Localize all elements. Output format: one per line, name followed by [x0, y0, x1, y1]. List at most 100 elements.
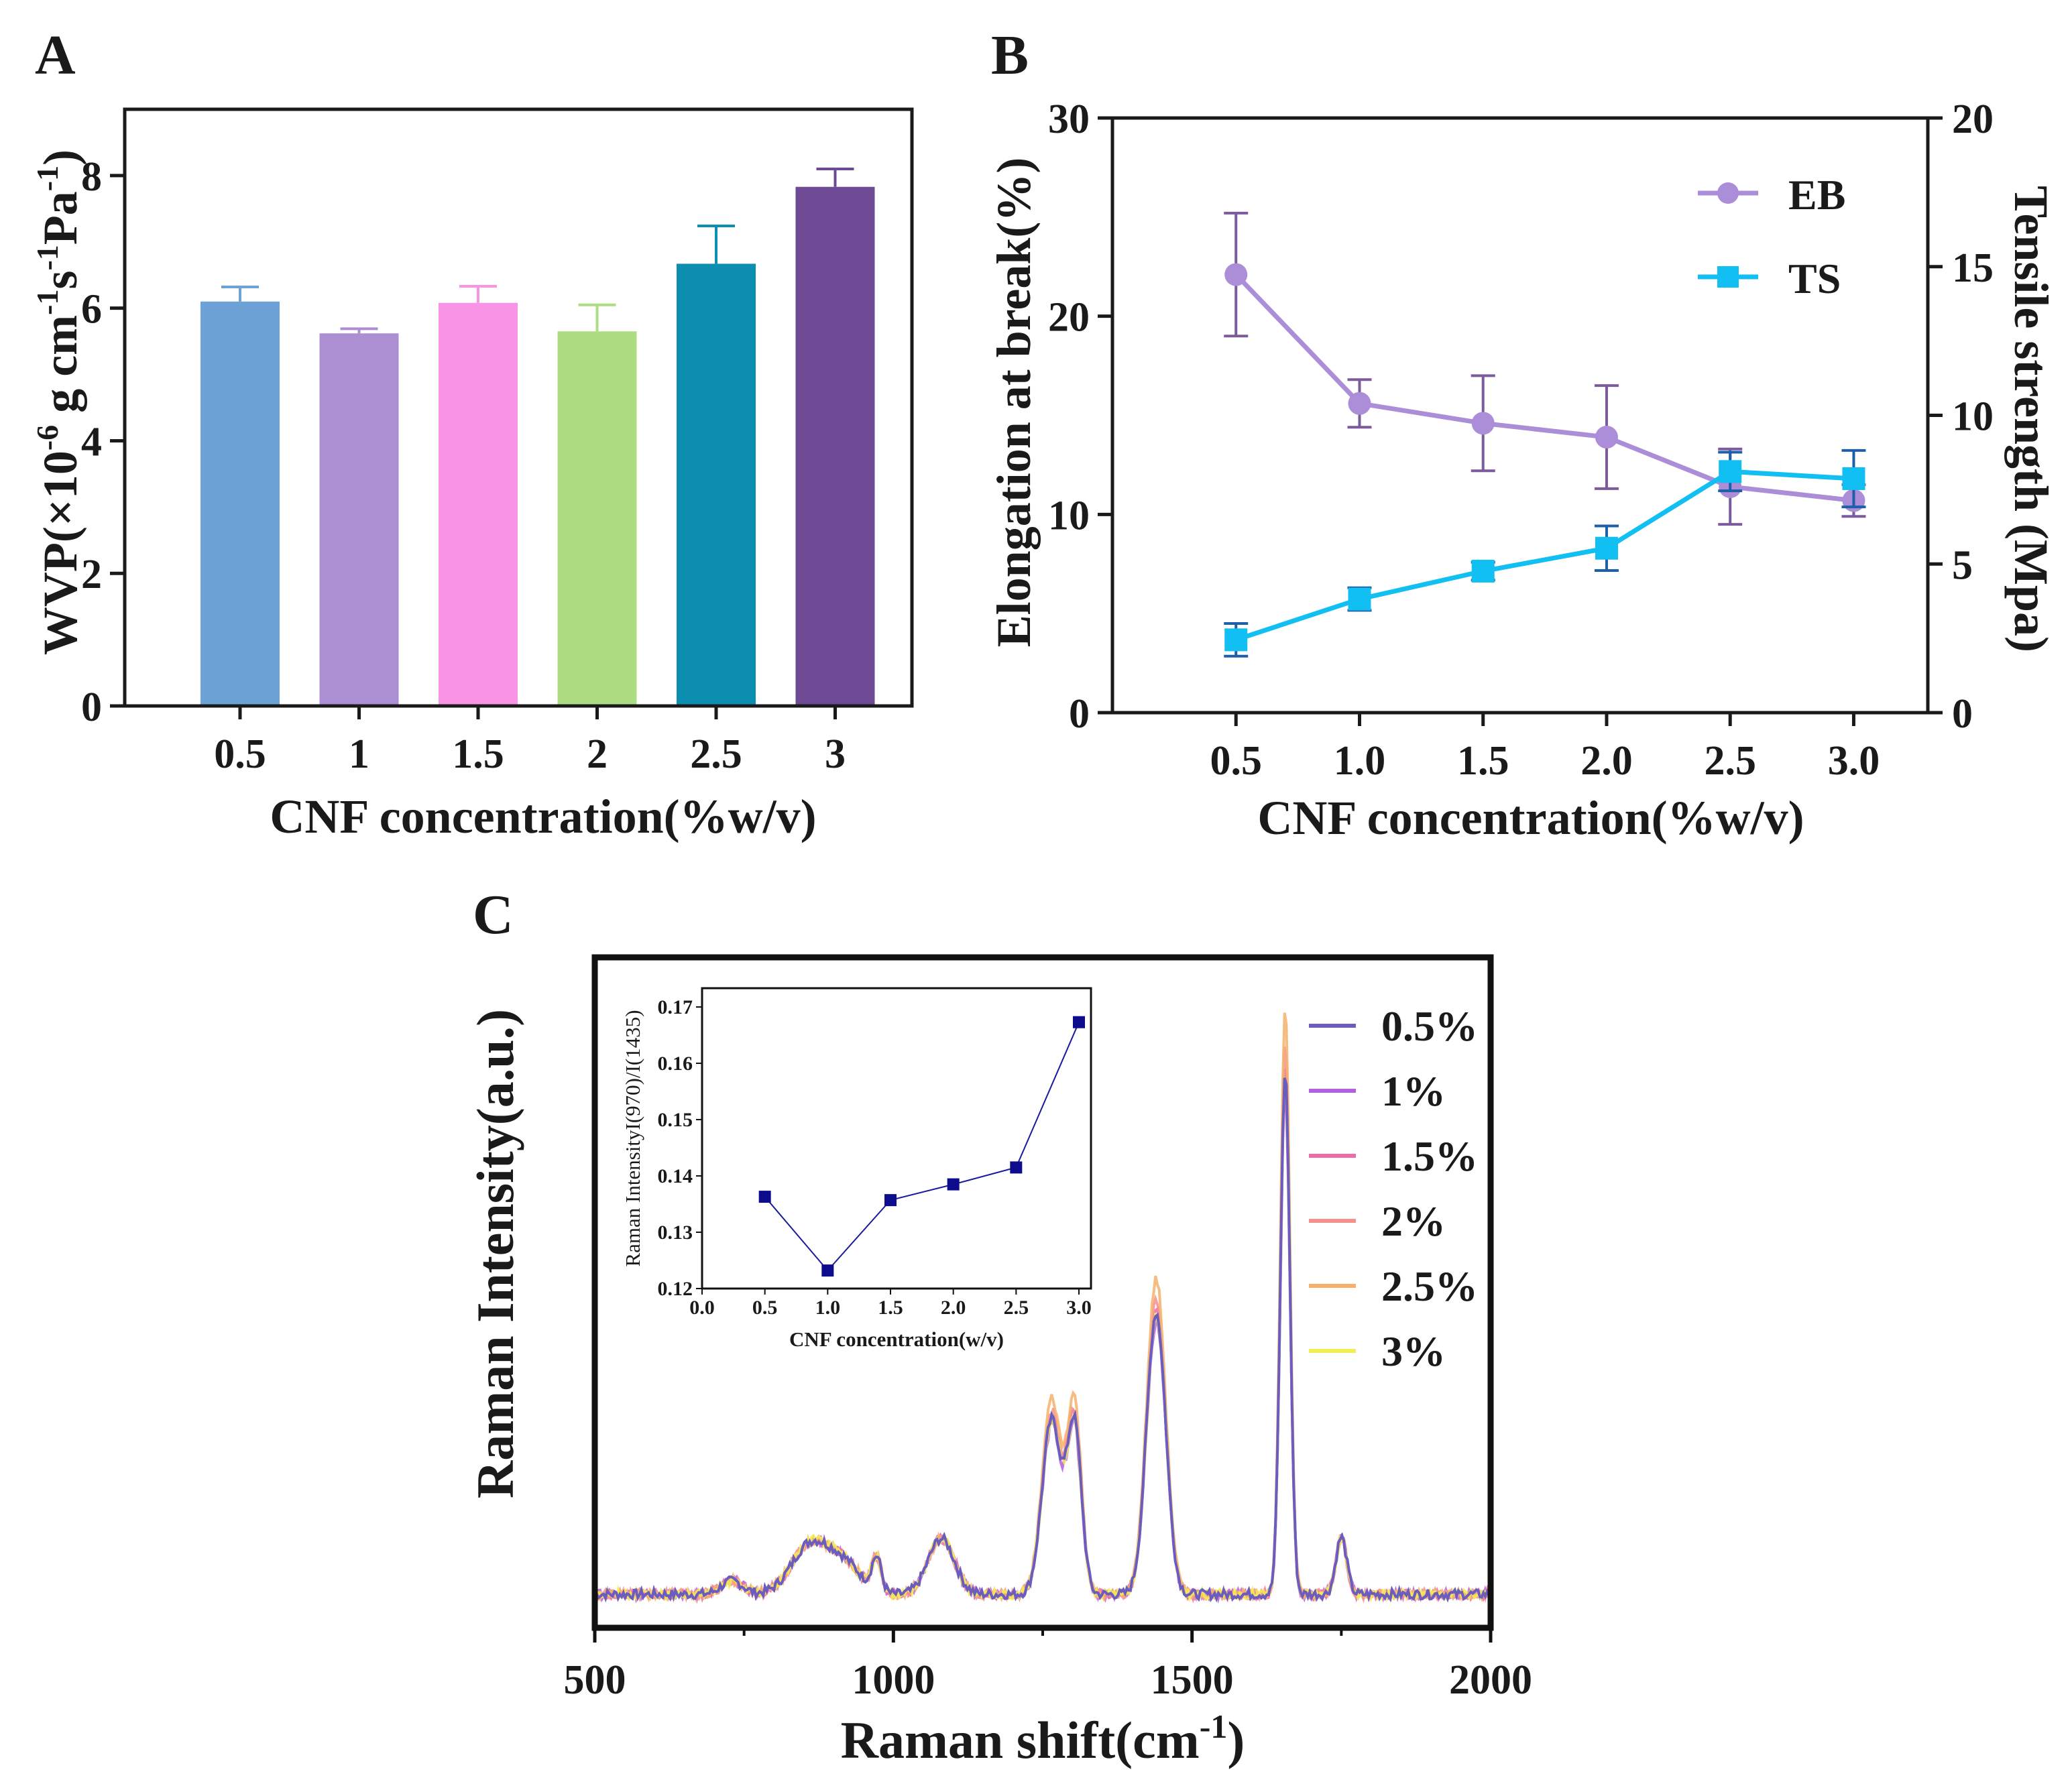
- inset-point: [884, 1194, 897, 1207]
- ts-point: [1224, 628, 1248, 652]
- x-tick-label: 2: [587, 731, 608, 777]
- legend-eb-label: EB: [1788, 171, 1845, 219]
- y-tick-label: 4: [81, 419, 102, 465]
- panel-c-spectra: [593, 1012, 1492, 1604]
- panel-a-x-ticks: 0.5 1 1.5 2 2.5 3: [214, 706, 846, 777]
- legend-label-3: 2%: [1381, 1197, 1446, 1245]
- left-y-tick-label: 10: [1048, 493, 1090, 538]
- x-tick-label: 1: [349, 731, 369, 777]
- x-tick-label: 3.0: [1828, 738, 1880, 784]
- panel-c-label: C: [473, 884, 514, 946]
- inset-y-tick-label: 0.17: [658, 996, 693, 1018]
- series-eb: [1224, 211, 1866, 526]
- inset-x-tick-label: 1.0: [815, 1297, 841, 1319]
- panel-b-legend: EB TS: [1698, 171, 1845, 302]
- eb-point: [1595, 426, 1618, 449]
- x-tick-label: 1.5: [452, 731, 504, 777]
- inset-x-tick-label: 2.5: [1004, 1297, 1029, 1319]
- series-ts: [1224, 449, 1866, 658]
- left-y-tick-label: 0: [1069, 691, 1090, 737]
- legend-eb-marker: [1717, 182, 1739, 204]
- x-tick-label: 2.0: [1580, 738, 1633, 784]
- legend-label-5: 3%: [1381, 1327, 1446, 1375]
- legend-label-2: 1.5%: [1381, 1132, 1478, 1180]
- inset-plot: [758, 1016, 1085, 1277]
- bar-2.5: [677, 263, 756, 706]
- bar-1: [319, 333, 399, 706]
- panel-b-x-label: CNF concentration(%w/v): [1257, 791, 1804, 845]
- ts-point: [1595, 536, 1618, 560]
- panel-c-x-ticks: 500 1000 1500 2000: [564, 1628, 1532, 1703]
- panel-c-inset: 0.0 0.5 1.0 1.5 2.0 2.5 3.0 0.120.130.140.150.…: [621, 987, 1092, 1351]
- inset-point: [1010, 1161, 1023, 1174]
- x-tick-label: 1.0: [1334, 738, 1386, 784]
- right-y-tick-label: 10: [1952, 394, 1994, 440]
- spectrum-0-5pct-top: [594, 1077, 1491, 1603]
- panel-b-label: B: [991, 24, 1029, 86]
- x-tick-label: 2000: [1449, 1657, 1532, 1703]
- panel-c: C 500 1000 1500 2000 Raman shift(cm-1) Rama…: [466, 884, 1532, 1769]
- bar-0.5: [200, 301, 280, 706]
- panel-b-right-y-ticks: 0 5 10 15 20: [1928, 97, 1994, 737]
- legend-label-0: 0.5%: [1381, 1002, 1478, 1050]
- inset-y-ticks: 0.12 0.13 0.14 0.15 0.16 0.17: [658, 996, 702, 1300]
- inset-point: [947, 1178, 960, 1191]
- ts-point: [1842, 467, 1865, 490]
- x-tick-label: 0.5: [214, 731, 266, 777]
- right-y-tick-label: 0: [1952, 691, 1973, 737]
- legend-label-4: 2.5%: [1381, 1262, 1478, 1310]
- y-tick-label: 8: [81, 154, 102, 200]
- x-tick-label: 0.5: [1210, 738, 1262, 784]
- x-tick-label: 1500: [1151, 1657, 1234, 1703]
- x-tick-label: 2.5: [1704, 738, 1756, 784]
- panel-b-left-y-ticks: 0 10 20 30: [1048, 97, 1112, 737]
- x-tick-label: 1000: [852, 1657, 935, 1703]
- bar-2: [557, 331, 637, 706]
- panel-b: B 0 10 20 30 0 5 10 15 20 0.5 1.0 1.5 2.0 2.5 3.0 CN…: [987, 24, 2058, 845]
- bar-1.5: [439, 302, 518, 706]
- panel-b-left-y-label: Elongation at break(%): [987, 158, 1041, 648]
- inset-y-tick-label: 0.15: [658, 1109, 693, 1131]
- panel-b-right-y-label: Tensile strength (Mpa): [2004, 186, 2058, 652]
- ts-point: [1719, 460, 1742, 483]
- inset-frame: [701, 987, 1092, 1290]
- x-tick-label: 1.5: [1457, 738, 1509, 784]
- ts-point: [1348, 587, 1371, 611]
- right-y-tick-label: 5: [1952, 542, 1973, 588]
- x-tick-label: 3: [825, 731, 846, 777]
- inset-y-tick-label: 0.12: [658, 1278, 693, 1300]
- inset-x-tick-label: 0.5: [752, 1297, 778, 1319]
- legend-ts-label: TS: [1788, 255, 1841, 302]
- x-tick-label: 2.5: [690, 731, 742, 777]
- inset-x-tick-label: 1.5: [878, 1297, 903, 1319]
- inset-x-tick-label: 2.0: [941, 1297, 966, 1319]
- panel-c-x-label: Raman shift(cm-1): [841, 1708, 1245, 1769]
- y-tick-label: 2: [81, 552, 102, 597]
- inset-line: [764, 1022, 1080, 1272]
- legend-label-1: 1%: [1381, 1067, 1446, 1115]
- inset-y-tick-label: 0.14: [658, 1165, 693, 1187]
- eb-point: [1471, 412, 1495, 435]
- inset-y-tick-label: 0.16: [658, 1053, 693, 1075]
- panel-a-y-ticks: 0 2 4 6 8: [81, 154, 125, 730]
- right-y-tick-label: 20: [1952, 97, 1994, 142]
- inset-x-tick-label: 3.0: [1066, 1297, 1092, 1319]
- panel-a-frame: [123, 107, 914, 708]
- panel-a-bars: [200, 186, 875, 706]
- eb-point: [1348, 392, 1371, 415]
- left-y-tick-label: 30: [1048, 97, 1090, 142]
- bar-3: [795, 186, 875, 706]
- eb-line: [1234, 273, 1854, 503]
- panel-a: A 0 2 4 6 8 0.5 1 1.5 2 2.5 3 CNF concentration(%…: [30, 24, 914, 843]
- panel-b-x-ticks: 0.5 1.0 1.5 2.0 2.5 3.0: [1210, 713, 1880, 784]
- inset-point: [758, 1191, 771, 1203]
- panel-a-y-label: WVP(×10-6 g cm-1s-1Pa-1): [30, 150, 87, 655]
- inset-y-label: Raman IntensityI(970)/I(1435): [621, 1010, 644, 1266]
- right-y-tick-label: 15: [1952, 245, 1994, 291]
- legend-ts-marker: [1717, 266, 1739, 288]
- panel-b-series: [1224, 211, 1866, 658]
- ts-line: [1235, 469, 1854, 642]
- inset-x-ticks: 0.0 0.5 1.0 1.5 2.0 2.5 3.0: [689, 1289, 1092, 1319]
- inset-point: [1073, 1016, 1085, 1028]
